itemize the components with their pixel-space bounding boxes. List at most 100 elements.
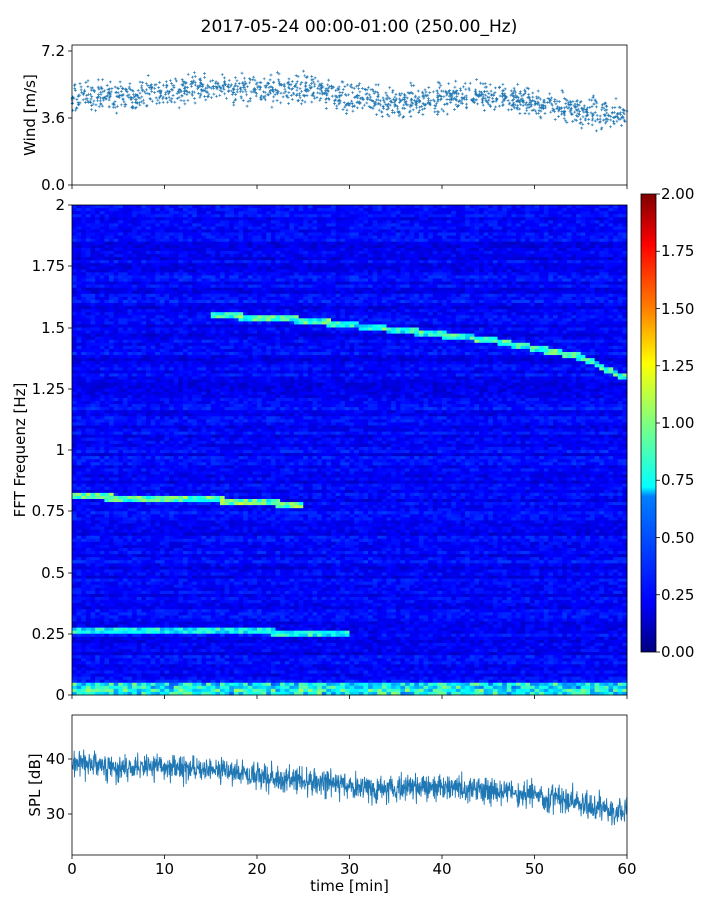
spectrogram-cell bbox=[211, 220, 216, 223]
spectrogram-cell bbox=[225, 236, 230, 239]
spectrogram-cell bbox=[387, 254, 392, 257]
spectrogram-cell bbox=[461, 300, 466, 303]
spectrogram-cell bbox=[544, 254, 549, 257]
spectrogram-cell bbox=[220, 208, 225, 211]
spectrogram-cell bbox=[137, 233, 142, 236]
spectrogram-cell bbox=[95, 220, 100, 223]
spectrogram-cell bbox=[345, 279, 350, 282]
spectrogram-cell bbox=[183, 318, 188, 321]
spectrogram-cell bbox=[428, 309, 433, 312]
spectrogram-cell bbox=[572, 315, 577, 318]
spectrogram-cell bbox=[239, 263, 244, 266]
spectrogram-cell bbox=[141, 328, 146, 331]
spectrogram-cell bbox=[576, 294, 581, 297]
spectrogram-cell bbox=[502, 211, 507, 214]
spectrogram-cell bbox=[91, 300, 96, 303]
spectrogram-cell bbox=[507, 248, 512, 251]
spectrogram-cell bbox=[567, 288, 572, 291]
spectrogram-cell bbox=[493, 309, 498, 312]
spectrogram-cell bbox=[558, 303, 563, 306]
spectrogram-cell bbox=[484, 220, 489, 223]
spectrogram-cell bbox=[91, 211, 96, 214]
spectrogram-cell bbox=[248, 266, 253, 269]
spectrogram-cell bbox=[239, 312, 244, 315]
spectrogram-cell bbox=[585, 291, 590, 294]
spectrogram-cell bbox=[558, 300, 563, 303]
spectrogram-cell bbox=[160, 269, 165, 272]
spectrogram-cell bbox=[340, 242, 345, 245]
spectrogram-cell bbox=[220, 211, 225, 214]
spectrogram-cell bbox=[155, 303, 160, 306]
spectrogram-cell bbox=[618, 297, 623, 300]
spectrogram-cell bbox=[493, 285, 498, 288]
spectrogram-cell bbox=[493, 288, 498, 291]
spectrogram-cell bbox=[95, 233, 100, 236]
spectrogram-cell bbox=[280, 257, 285, 260]
spectrogram-cell bbox=[470, 239, 475, 242]
spectrogram-cell bbox=[359, 226, 364, 229]
spectrogram-cell bbox=[521, 251, 526, 254]
spectrogram-cell bbox=[350, 303, 355, 306]
spectrogram-cell bbox=[239, 300, 244, 303]
spectrogram-cell bbox=[137, 266, 142, 269]
spectrogram-cell bbox=[109, 321, 114, 324]
spectrogram-cell bbox=[465, 214, 470, 217]
spectrogram-cell bbox=[169, 257, 174, 260]
spectrogram-cell bbox=[474, 324, 479, 327]
spectrogram-cell bbox=[294, 233, 299, 236]
spectrogram-cell bbox=[442, 226, 447, 229]
spectrogram-cell bbox=[86, 242, 91, 245]
spectrogram-cell bbox=[479, 328, 484, 331]
spectrogram-cell bbox=[400, 279, 405, 282]
spectrogram-cell bbox=[239, 245, 244, 248]
spectrogram-cell bbox=[558, 291, 563, 294]
spectrogram-cell bbox=[299, 220, 304, 223]
spectrogram-cell bbox=[511, 233, 516, 236]
spectrogram-cell bbox=[151, 315, 156, 318]
spectrogram-cell bbox=[405, 321, 410, 324]
spectrogram-cell bbox=[535, 275, 540, 278]
spectrogram-cell bbox=[86, 294, 91, 297]
spectrogram-cell bbox=[387, 312, 392, 315]
spectrogram-cell bbox=[326, 214, 331, 217]
spectrogram-cell bbox=[183, 230, 188, 233]
spectrogram-cell bbox=[220, 251, 225, 254]
spectrogram-cell bbox=[146, 245, 151, 248]
spectrogram-cell bbox=[539, 223, 544, 226]
spectrogram-cell bbox=[433, 282, 438, 285]
spectrogram-cell bbox=[202, 251, 207, 254]
spectrogram-cell bbox=[91, 251, 96, 254]
spectrogram-cell bbox=[516, 230, 521, 233]
spectrogram-cell bbox=[211, 266, 216, 269]
spectrogram-cell bbox=[317, 269, 322, 272]
spectrogram-cell bbox=[271, 220, 276, 223]
spectrogram-cell bbox=[511, 315, 516, 318]
spectrogram-cell bbox=[535, 282, 540, 285]
spectrogram-cell bbox=[498, 312, 503, 315]
spectrogram-cell bbox=[493, 251, 498, 254]
spectrogram-cell bbox=[151, 291, 156, 294]
spectrogram-cell bbox=[169, 208, 174, 211]
spectrogram-cell bbox=[525, 300, 530, 303]
spectrogram-cell bbox=[331, 328, 336, 331]
spectrogram-cell bbox=[151, 245, 156, 248]
spectrogram-cell bbox=[128, 242, 133, 245]
spectrogram-cell bbox=[151, 288, 156, 291]
spectrogram-cell bbox=[331, 303, 336, 306]
spectrogram-cell bbox=[530, 275, 535, 278]
spectrogram-cell bbox=[488, 211, 493, 214]
spectrogram-cell bbox=[72, 331, 77, 334]
spectrogram-cell bbox=[479, 220, 484, 223]
spectrogram-cell bbox=[95, 254, 100, 257]
spectrogram-cell bbox=[188, 223, 193, 226]
spectrogram-cell bbox=[576, 208, 581, 211]
spectrogram-cell bbox=[234, 223, 239, 226]
spectrogram-cell bbox=[252, 312, 257, 315]
spectrogram-cell bbox=[350, 239, 355, 242]
spectrogram-cell bbox=[359, 208, 364, 211]
spectrogram-cell bbox=[456, 269, 461, 272]
spectrogram-cell bbox=[465, 220, 470, 223]
spectrogram-cell bbox=[419, 251, 424, 254]
spectrogram-cell bbox=[202, 315, 207, 318]
spectrogram-cell bbox=[248, 318, 253, 321]
